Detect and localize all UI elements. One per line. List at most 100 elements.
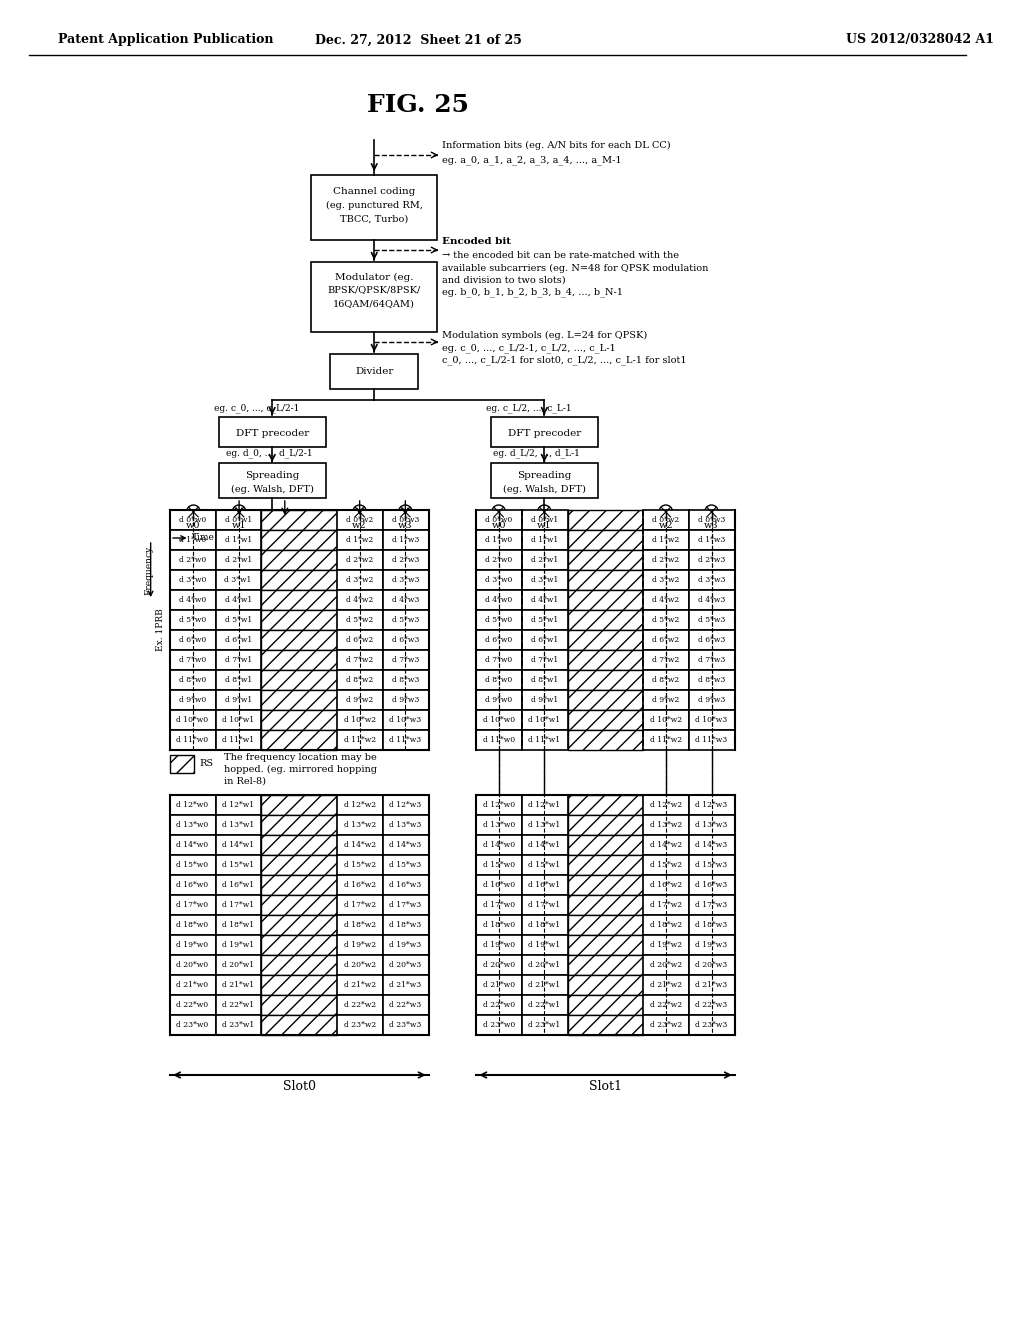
Bar <box>383 590 429 610</box>
Text: d 8*w3: d 8*w3 <box>697 676 725 684</box>
Bar <box>383 531 429 550</box>
Text: d 15*w0: d 15*w0 <box>482 861 515 869</box>
Text: and division to two slots): and division to two slots) <box>442 276 566 285</box>
Bar <box>170 690 216 710</box>
Bar <box>261 954 337 975</box>
Text: d 1*w0: d 1*w0 <box>179 536 206 544</box>
Bar <box>522 975 567 995</box>
Bar <box>261 649 337 671</box>
Bar <box>567 550 643 570</box>
Bar <box>383 814 429 836</box>
Bar <box>522 510 567 531</box>
Bar <box>476 510 522 531</box>
Bar <box>383 649 429 671</box>
Bar <box>567 895 643 915</box>
Bar <box>216 975 261 995</box>
Text: d 4*w0: d 4*w0 <box>485 597 512 605</box>
Bar <box>216 690 261 710</box>
Bar <box>476 630 522 649</box>
Text: eg. c_0, ..., c_L/2-1, c_L/2, ..., c_L-1: eg. c_0, ..., c_L/2-1, c_L/2, ..., c_L-1 <box>442 343 616 352</box>
Bar <box>383 690 429 710</box>
Text: d 0*w2: d 0*w2 <box>652 516 680 524</box>
Text: d 11*w2: d 11*w2 <box>344 737 376 744</box>
Bar <box>476 954 522 975</box>
Text: Information bits (eg. A/N bits for each DL CC): Information bits (eg. A/N bits for each … <box>442 140 671 149</box>
Bar <box>261 1015 337 1035</box>
Text: d 19*w2: d 19*w2 <box>344 941 376 949</box>
Bar <box>216 836 261 855</box>
Bar <box>170 795 216 814</box>
Bar <box>490 463 598 498</box>
Bar <box>643 1015 689 1035</box>
Text: d 1*w2: d 1*w2 <box>346 536 374 544</box>
Text: d 11*w3: d 11*w3 <box>389 737 422 744</box>
Bar <box>522 895 567 915</box>
Text: eg. c_0, ..., c_L/2-1: eg. c_0, ..., c_L/2-1 <box>214 403 299 413</box>
Text: d 3*w2: d 3*w2 <box>652 576 680 583</box>
Bar <box>689 649 735 671</box>
Bar <box>643 550 689 570</box>
Text: (eg. Walsh, DFT): (eg. Walsh, DFT) <box>503 484 586 494</box>
Bar <box>383 954 429 975</box>
Text: d 10*w3: d 10*w3 <box>389 715 422 723</box>
Bar <box>689 836 735 855</box>
Bar <box>567 730 643 750</box>
Text: d 15*w1: d 15*w1 <box>528 861 560 869</box>
Text: d 3*w1: d 3*w1 <box>224 576 252 583</box>
Bar <box>476 895 522 915</box>
Text: d 4*w3: d 4*w3 <box>697 597 725 605</box>
Bar <box>567 630 643 649</box>
Bar <box>383 710 429 730</box>
Text: d 3*w0: d 3*w0 <box>179 576 206 583</box>
Bar <box>337 995 383 1015</box>
Text: d 1*w0: d 1*w0 <box>485 536 512 544</box>
Bar <box>337 570 383 590</box>
Text: d 16*w1: d 16*w1 <box>222 880 254 888</box>
Text: d 21*w2: d 21*w2 <box>344 981 376 989</box>
Bar <box>476 975 522 995</box>
Text: d 2*w3: d 2*w3 <box>391 556 419 564</box>
Text: d 14*w1: d 14*w1 <box>222 841 254 849</box>
Text: d 8*w0: d 8*w0 <box>485 676 512 684</box>
Bar <box>216 570 261 590</box>
Text: d 15*w3: d 15*w3 <box>389 861 422 869</box>
Text: d 17*w0: d 17*w0 <box>176 902 209 909</box>
Text: d 8*w0: d 8*w0 <box>179 676 206 684</box>
Text: d 6*w2: d 6*w2 <box>346 636 374 644</box>
Text: d 0*w0: d 0*w0 <box>485 516 512 524</box>
Text: Modulator (eg.: Modulator (eg. <box>335 272 414 281</box>
Text: d 20*w2: d 20*w2 <box>344 961 376 969</box>
Bar <box>490 417 598 447</box>
Text: Spreading: Spreading <box>245 471 299 480</box>
Text: w1: w1 <box>231 521 247 531</box>
Bar <box>567 649 643 671</box>
Text: d 16*w0: d 16*w0 <box>482 880 515 888</box>
Text: d 10*w2: d 10*w2 <box>344 715 376 723</box>
Text: d 1*w1: d 1*w1 <box>530 536 558 544</box>
Bar <box>522 690 567 710</box>
Bar <box>311 176 437 240</box>
Text: d 6*w0: d 6*w0 <box>179 636 206 644</box>
Bar <box>170 895 216 915</box>
Bar <box>170 855 216 875</box>
Text: d 23*w2: d 23*w2 <box>649 1020 682 1030</box>
Bar <box>383 510 429 531</box>
Bar <box>337 1015 383 1035</box>
Text: d 7*w0: d 7*w0 <box>485 656 512 664</box>
Bar <box>216 795 261 814</box>
Bar <box>567 814 643 836</box>
Bar <box>476 795 522 814</box>
Text: d 20*w1: d 20*w1 <box>528 961 560 969</box>
Text: d 15*w0: d 15*w0 <box>176 861 209 869</box>
Text: d 15*w1: d 15*w1 <box>222 861 254 869</box>
Text: d 17*w1: d 17*w1 <box>528 902 560 909</box>
Bar <box>383 836 429 855</box>
Text: d 17*w3: d 17*w3 <box>389 902 422 909</box>
Bar <box>261 570 337 590</box>
Text: d 22*w1: d 22*w1 <box>222 1001 254 1008</box>
Bar <box>170 1015 216 1035</box>
Bar <box>337 510 383 531</box>
Bar <box>643 895 689 915</box>
Text: w0: w0 <box>186 521 201 531</box>
Text: d 23*w0: d 23*w0 <box>482 1020 515 1030</box>
